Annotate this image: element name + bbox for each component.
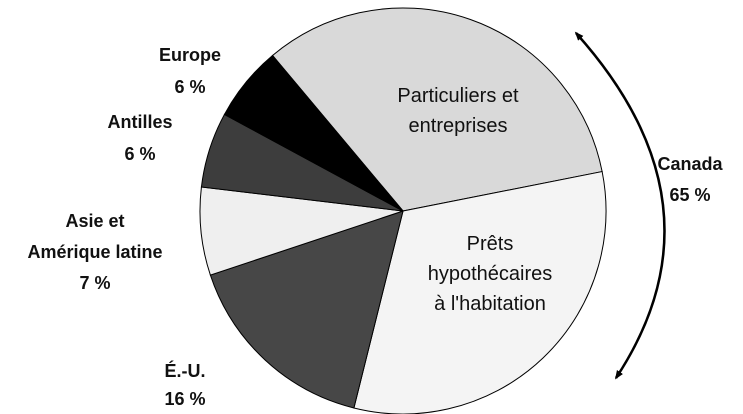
labels: Particuliers et entreprises Prêts hypothéca… (27, 45, 552, 409)
annotation-label: Canada (657, 154, 723, 174)
value-label: 6 % (174, 77, 205, 97)
value-label: 7 % (79, 273, 110, 293)
slice (223, 54, 404, 212)
slice-label: Particuliers et entreprises (397, 85, 519, 137)
value-label: 16 % (164, 389, 205, 409)
slice-label: É.-U. (164, 360, 205, 381)
slice-label: Europe (159, 45, 221, 65)
slice-label: Antilles (107, 112, 172, 132)
slice (209, 210, 404, 409)
slice-label: Asie et Amérique latine (27, 211, 162, 262)
pie (199, 7, 607, 414)
slice-label: Prêts hypothécaires à l'habitation (428, 233, 553, 315)
bracket-arrow (574, 31, 666, 380)
annotation-value: 65 % (669, 185, 710, 205)
value-label: 6 % (124, 144, 155, 164)
